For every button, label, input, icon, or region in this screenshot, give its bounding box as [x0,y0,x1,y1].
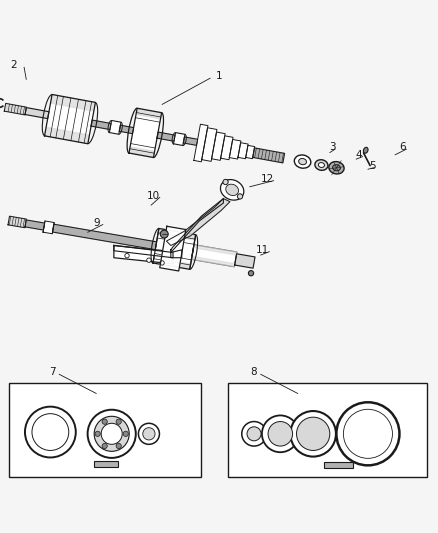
Circle shape [138,423,159,445]
Text: 10: 10 [147,190,160,200]
Bar [9,383,201,477]
Polygon shape [110,120,121,134]
Circle shape [290,411,336,457]
Polygon shape [153,229,196,269]
Bar [228,383,427,477]
Polygon shape [129,108,162,158]
Circle shape [32,414,69,450]
Polygon shape [171,199,223,253]
Ellipse shape [329,161,344,174]
Polygon shape [230,140,241,159]
Polygon shape [212,132,225,160]
Polygon shape [114,246,173,264]
Polygon shape [191,245,237,266]
Circle shape [247,427,261,441]
Circle shape [101,423,122,445]
Circle shape [336,402,399,465]
Text: 2: 2 [10,60,17,70]
Polygon shape [157,132,175,141]
Ellipse shape [332,165,340,171]
Polygon shape [238,143,248,159]
Polygon shape [235,254,255,268]
Polygon shape [153,258,191,269]
Circle shape [88,410,136,458]
Text: 5: 5 [369,161,376,171]
Circle shape [147,258,151,262]
Bar [94,461,118,467]
Polygon shape [221,136,233,160]
Polygon shape [50,94,95,111]
Circle shape [125,254,129,258]
Ellipse shape [294,155,311,168]
Circle shape [94,416,129,451]
Circle shape [242,422,266,446]
Text: 1: 1 [215,71,223,81]
Text: 8: 8 [251,367,258,377]
Text: 4: 4 [356,150,363,160]
Circle shape [25,407,76,457]
Polygon shape [53,224,157,249]
Circle shape [248,271,254,276]
Polygon shape [8,216,26,228]
Circle shape [95,431,100,437]
Circle shape [160,230,168,238]
Polygon shape [4,103,26,115]
Text: 12: 12 [261,174,274,184]
Text: 11: 11 [256,245,269,255]
Polygon shape [45,127,89,144]
Circle shape [262,415,299,452]
Polygon shape [158,229,196,240]
Polygon shape [194,245,237,255]
Polygon shape [119,125,134,134]
Circle shape [343,409,392,458]
Polygon shape [136,108,162,119]
Polygon shape [246,146,255,159]
Bar [324,462,353,468]
Circle shape [116,419,121,424]
Polygon shape [25,108,49,119]
Polygon shape [129,147,155,158]
Polygon shape [91,120,111,130]
Polygon shape [166,199,230,246]
Polygon shape [171,250,182,258]
Polygon shape [25,220,45,230]
Circle shape [160,261,164,265]
Polygon shape [253,148,285,163]
Polygon shape [173,133,185,146]
Circle shape [102,443,107,449]
Ellipse shape [220,180,244,200]
Ellipse shape [299,158,307,165]
Polygon shape [160,227,186,271]
Circle shape [268,422,293,446]
Circle shape [143,427,155,440]
Polygon shape [191,256,235,266]
Text: 6: 6 [399,142,406,152]
Circle shape [237,194,243,199]
Text: 7: 7 [49,367,56,377]
Polygon shape [45,94,95,144]
Ellipse shape [364,147,368,154]
Polygon shape [43,221,54,234]
Circle shape [116,443,121,449]
Text: 9: 9 [93,217,100,228]
Ellipse shape [318,163,325,167]
Text: 3: 3 [329,142,336,152]
Ellipse shape [226,184,239,196]
Circle shape [102,419,107,424]
Polygon shape [114,246,173,258]
Circle shape [123,431,128,437]
Polygon shape [202,128,217,161]
Polygon shape [184,137,198,146]
Polygon shape [194,124,208,162]
Ellipse shape [315,160,328,171]
Circle shape [223,179,228,184]
Circle shape [297,417,330,450]
